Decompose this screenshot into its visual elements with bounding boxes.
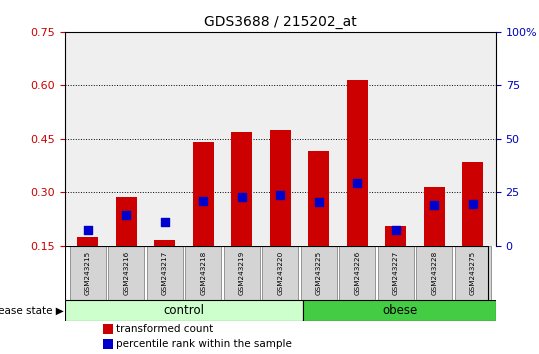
Text: GSM243217: GSM243217 [162, 251, 168, 295]
Text: GSM243220: GSM243220 [277, 251, 284, 295]
Bar [424, 187, 445, 246]
FancyBboxPatch shape [455, 246, 491, 300]
Point [314, 199, 323, 205]
Text: GSM243275: GSM243275 [470, 251, 476, 295]
Bar [193, 142, 214, 246]
Bar [347, 80, 368, 246]
Text: GSM243228: GSM243228 [431, 251, 437, 295]
Bar [308, 151, 329, 246]
Text: transformed count: transformed count [116, 324, 213, 334]
Bar [462, 162, 483, 246]
Point [199, 198, 208, 204]
Point [430, 202, 439, 207]
Bar [231, 132, 252, 246]
Text: GSM243225: GSM243225 [316, 251, 322, 295]
Point [238, 195, 246, 200]
FancyBboxPatch shape [224, 246, 260, 300]
Bar [116, 198, 137, 246]
FancyBboxPatch shape [339, 246, 375, 300]
Text: GSM243215: GSM243215 [85, 251, 91, 295]
Text: GSM243218: GSM243218 [201, 251, 206, 295]
Text: GSM243219: GSM243219 [239, 251, 245, 295]
Text: disease state ▶: disease state ▶ [0, 306, 64, 316]
Bar [270, 130, 291, 246]
Bar [77, 237, 98, 246]
FancyBboxPatch shape [65, 300, 303, 321]
Point [84, 227, 92, 232]
Text: obese: obese [382, 304, 417, 317]
Text: GSM243216: GSM243216 [123, 251, 129, 295]
Point [468, 201, 477, 206]
Bar [154, 240, 175, 246]
FancyBboxPatch shape [301, 246, 337, 300]
Bar [103, 339, 113, 349]
Bar [385, 226, 406, 246]
FancyBboxPatch shape [70, 246, 106, 300]
FancyBboxPatch shape [262, 246, 299, 300]
FancyBboxPatch shape [147, 246, 183, 300]
Text: GSM243226: GSM243226 [354, 251, 360, 295]
Point [161, 219, 169, 225]
Text: percentile rank within the sample: percentile rank within the sample [116, 339, 292, 349]
FancyBboxPatch shape [108, 246, 144, 300]
FancyBboxPatch shape [185, 246, 222, 300]
FancyBboxPatch shape [378, 246, 414, 300]
Bar [103, 324, 113, 335]
Point [353, 181, 362, 186]
Text: GSM243227: GSM243227 [393, 251, 399, 295]
FancyBboxPatch shape [303, 300, 496, 321]
Title: GDS3688 / 215202_at: GDS3688 / 215202_at [204, 16, 357, 29]
Point [391, 227, 400, 232]
Point [276, 192, 285, 198]
Text: control: control [163, 304, 204, 317]
Point [122, 212, 130, 218]
FancyBboxPatch shape [416, 246, 452, 300]
